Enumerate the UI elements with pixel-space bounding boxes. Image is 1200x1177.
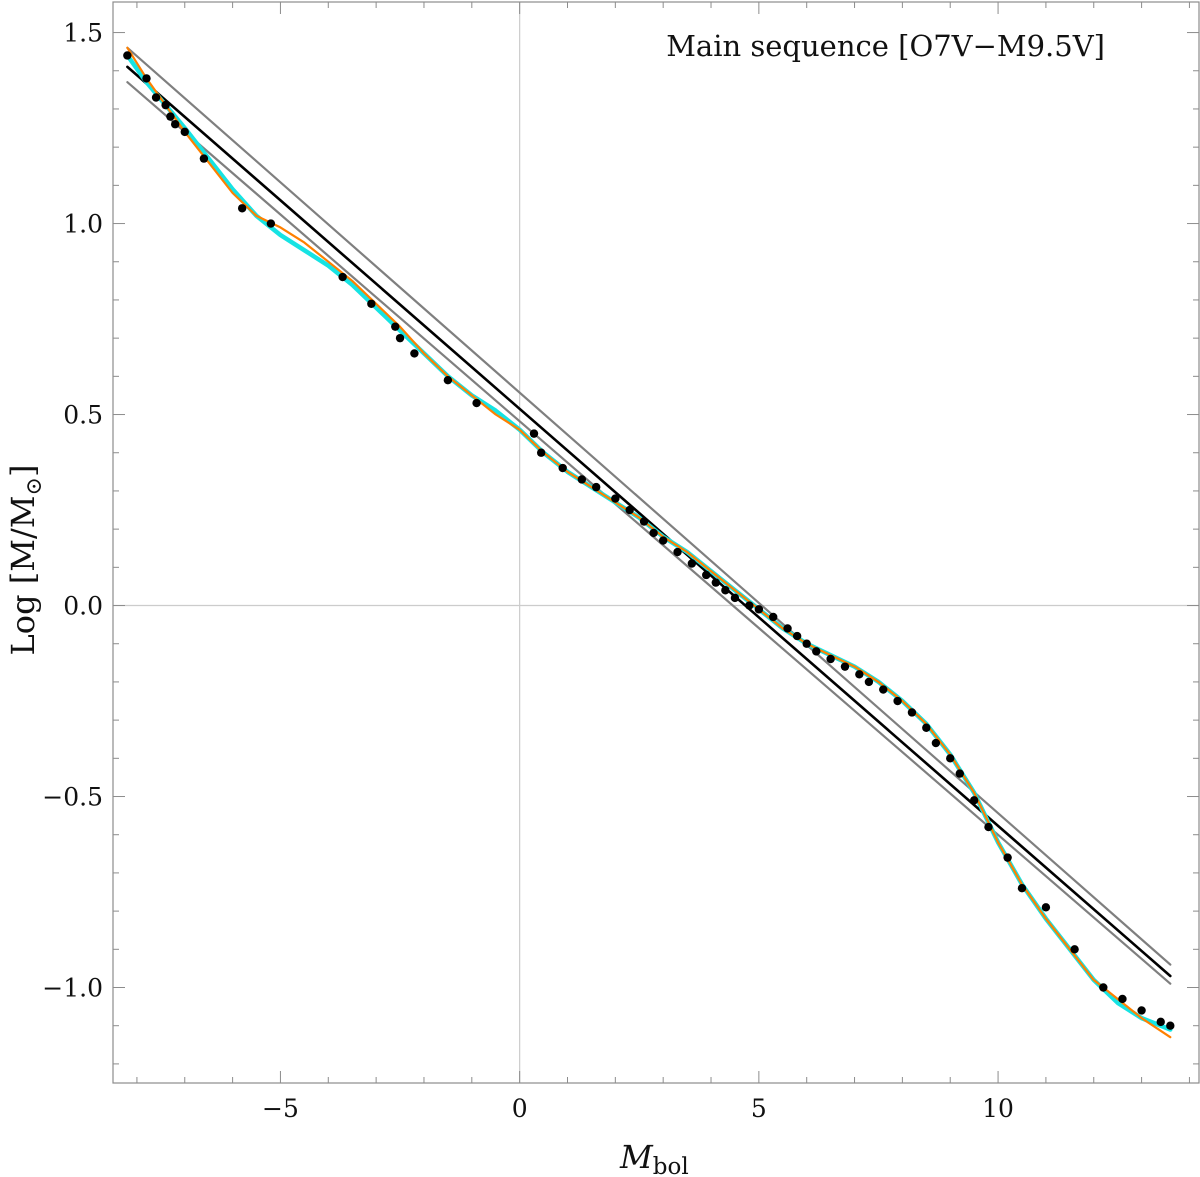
data-point bbox=[754, 605, 764, 614]
x-tick-label: 10 bbox=[982, 1094, 1014, 1123]
data-point bbox=[826, 654, 835, 664]
data-point bbox=[180, 127, 189, 137]
data-point bbox=[611, 494, 620, 503]
data-point bbox=[1166, 1021, 1175, 1030]
data-point bbox=[166, 112, 175, 121]
x-tick-label: 5 bbox=[751, 1094, 767, 1123]
data-point bbox=[123, 51, 132, 60]
data-point bbox=[658, 536, 668, 545]
data-point bbox=[879, 685, 888, 694]
data-point bbox=[639, 517, 649, 526]
y-tick-label: 1.0 bbox=[63, 210, 103, 239]
data-point bbox=[367, 299, 376, 308]
y-tick-label: 0.0 bbox=[63, 592, 103, 621]
y-axis-title-sub: ⊙ bbox=[22, 477, 47, 495]
data-point bbox=[591, 482, 601, 492]
data-point bbox=[1070, 945, 1079, 954]
data-point bbox=[338, 272, 347, 282]
data-point bbox=[395, 333, 405, 343]
data-point bbox=[625, 505, 634, 515]
data-point bbox=[237, 204, 247, 213]
data-point bbox=[984, 822, 993, 832]
y-axis-title-main: Log [M/M bbox=[4, 495, 42, 655]
y-tick-label: 1.5 bbox=[63, 19, 103, 48]
data-point bbox=[907, 708, 917, 717]
series-line bbox=[126, 65, 1172, 978]
data-point bbox=[161, 100, 170, 110]
data-point bbox=[792, 631, 802, 641]
data-point bbox=[922, 723, 931, 732]
data-point bbox=[1041, 903, 1051, 912]
data-point bbox=[266, 219, 276, 228]
data-point bbox=[1137, 1006, 1146, 1015]
x-axis-title-main: M bbox=[619, 1138, 654, 1176]
data-point bbox=[687, 559, 697, 568]
data-point bbox=[673, 547, 682, 557]
data-points bbox=[123, 51, 1175, 1030]
data-point bbox=[702, 570, 711, 580]
x-tick-label: 0 bbox=[512, 1094, 528, 1123]
data-point bbox=[783, 624, 792, 633]
y-axis-title: Log [M/M⊙] bbox=[4, 465, 47, 656]
data-point bbox=[1099, 983, 1108, 992]
plot-frame bbox=[112, 1, 1200, 1084]
data-point bbox=[1003, 853, 1012, 862]
data-point bbox=[855, 670, 864, 679]
data-point bbox=[730, 593, 740, 603]
data-point bbox=[955, 769, 964, 778]
data-point bbox=[745, 601, 754, 610]
chart-title: Main sequence [O7V−M9.5V] bbox=[666, 29, 1105, 63]
tick-labels: −5 0 5 10 −1.0 −0.5 0.0 0.5 1.0 1.5 bbox=[42, 19, 1014, 1123]
data-point bbox=[711, 578, 721, 587]
x-axis-title-sub: bol bbox=[653, 1154, 689, 1177]
series-line bbox=[126, 46, 1172, 966]
data-point bbox=[1156, 1017, 1165, 1027]
data-point bbox=[151, 93, 161, 102]
y-tick-label: −1.0 bbox=[42, 974, 103, 1003]
data-point bbox=[536, 448, 546, 457]
x-axis-title: Mbol bbox=[619, 1138, 689, 1177]
data-point bbox=[721, 586, 730, 595]
y-tick-label: −0.5 bbox=[42, 783, 103, 812]
data-point bbox=[812, 647, 821, 656]
data-point bbox=[649, 528, 658, 538]
zero-lines bbox=[113, 2, 1199, 1083]
data-point bbox=[893, 696, 902, 706]
data-point bbox=[864, 677, 874, 687]
data-point bbox=[391, 322, 400, 331]
data-point bbox=[1118, 994, 1127, 1004]
data-point bbox=[840, 662, 850, 671]
data-point bbox=[969, 796, 979, 805]
series-line bbox=[126, 81, 1172, 985]
data-point bbox=[802, 639, 811, 648]
data-point bbox=[199, 154, 209, 163]
data-point bbox=[946, 754, 955, 763]
data-point bbox=[769, 612, 778, 622]
axis-ticks bbox=[113, 2, 1199, 1083]
data-point bbox=[931, 738, 941, 748]
data-point bbox=[142, 74, 151, 83]
x-tick-label: −5 bbox=[262, 1094, 299, 1123]
data-point bbox=[443, 375, 453, 385]
data-point bbox=[1017, 883, 1027, 893]
data-point bbox=[577, 475, 587, 484]
data-point bbox=[529, 429, 539, 438]
data-point bbox=[472, 398, 481, 408]
y-axis-title-close: ] bbox=[4, 465, 42, 477]
data-point bbox=[170, 120, 180, 129]
data-point bbox=[410, 349, 419, 358]
y-tick-label: 0.5 bbox=[63, 401, 103, 430]
data-point bbox=[558, 463, 567, 473]
